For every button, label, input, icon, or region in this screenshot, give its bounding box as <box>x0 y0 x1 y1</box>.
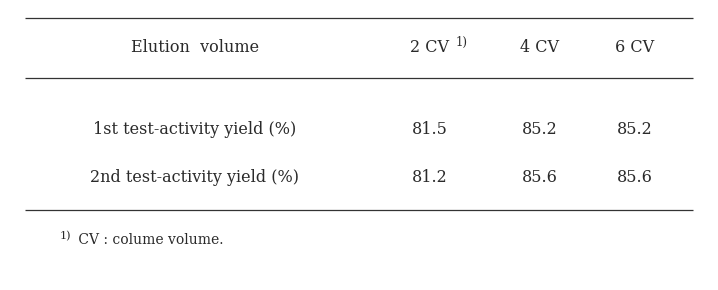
Text: 81.5: 81.5 <box>412 122 448 139</box>
Text: 2 CV: 2 CV <box>411 39 449 57</box>
Text: 85.2: 85.2 <box>617 122 653 139</box>
Text: 1st test-activity yield (%): 1st test-activity yield (%) <box>93 122 297 139</box>
Text: 4 CV: 4 CV <box>521 39 559 57</box>
Text: 6 CV: 6 CV <box>615 39 655 57</box>
Text: 1): 1) <box>60 231 72 241</box>
Text: 85.6: 85.6 <box>617 169 653 186</box>
Text: 2nd test-activity yield (%): 2nd test-activity yield (%) <box>90 169 299 186</box>
Text: 85.6: 85.6 <box>522 169 558 186</box>
Text: 1): 1) <box>456 35 468 48</box>
Text: CV : colume volume.: CV : colume volume. <box>74 233 223 247</box>
Text: 81.2: 81.2 <box>412 169 448 186</box>
Text: 85.2: 85.2 <box>522 122 558 139</box>
Text: Elution  volume: Elution volume <box>131 39 259 57</box>
